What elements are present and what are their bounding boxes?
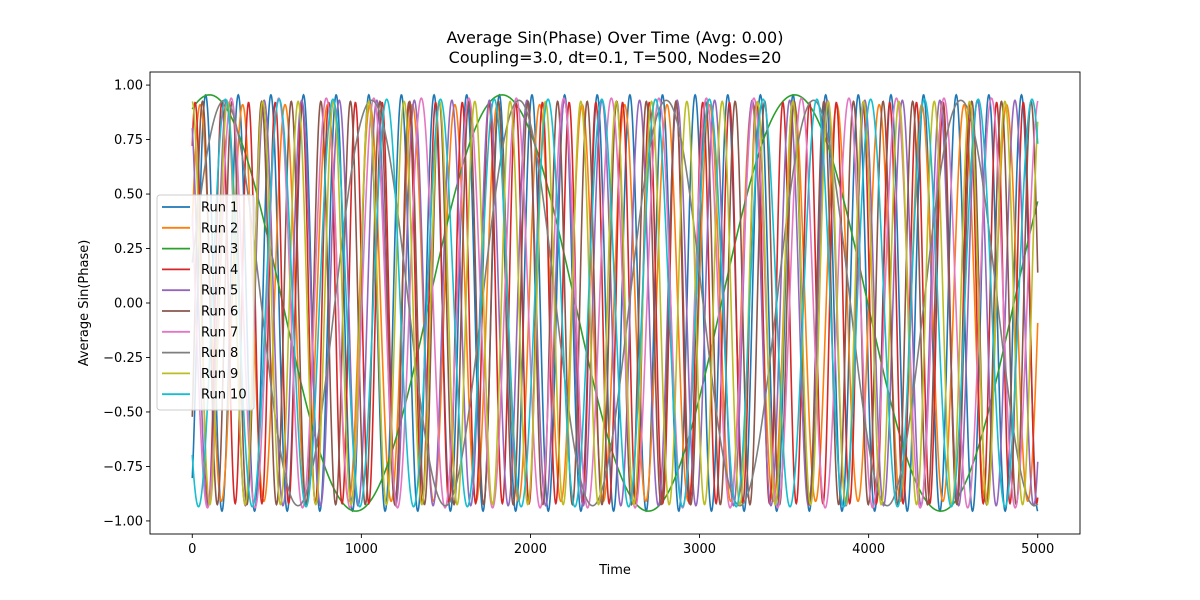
x-tick-label: 4000 (852, 542, 885, 557)
legend-label-run-4: Run 4 (201, 263, 238, 278)
y-tick-label: −0.75 (103, 460, 143, 475)
plot-area (149, 71, 1081, 535)
y-tick-label: 1.00 (114, 79, 143, 94)
series-line-run-8 (191, 99, 1039, 507)
x-tick-label: 3000 (683, 542, 716, 557)
legend-label-run-7: Run 7 (201, 325, 238, 340)
y-tick-label: 0.75 (114, 133, 143, 148)
x-tick-label: 0 (188, 542, 196, 557)
legend-label-run-9: Run 9 (201, 367, 238, 382)
x-tick-label: 2000 (514, 542, 547, 557)
y-tick-label: −0.25 (103, 351, 143, 366)
y-axis-label: Average Sin(Phase) (77, 240, 92, 367)
y-tick-label: 0.00 (114, 297, 143, 312)
chart-subtitle: Coupling=3.0, dt=0.1, T=500, Nodes=20 (449, 48, 782, 67)
y-tick-label: 0.50 (114, 188, 143, 203)
legend-label-run-5: Run 5 (201, 284, 238, 299)
y-axis: −1.00 −0.75 −0.50 −0.25 0.00 0.25 0.50 0.75 1.00 (103, 79, 150, 529)
legend-label-run-6: Run 6 (201, 305, 238, 320)
x-axis: 0 1000 2000 3000 4000 5000 (188, 534, 1054, 557)
legend-label-run-8: Run 8 (201, 346, 238, 361)
y-tick-label: 0.25 (114, 242, 143, 257)
legend-label-run-3: Run 3 (201, 242, 238, 257)
series-line-run-9 (191, 100, 1039, 506)
series-line-run-10 (191, 98, 1039, 508)
y-tick-label: −1.00 (103, 514, 143, 529)
chart-title: Average Sin(Phase) Over Time (Avg: 0.00) (447, 28, 784, 47)
legend-label-run-2: Run 2 (201, 221, 238, 236)
legend-label-run-1: Run 1 (201, 201, 238, 216)
y-tick-label: −0.50 (103, 405, 143, 420)
x-tick-label: 5000 (1021, 542, 1054, 557)
legend-label-run-10: Run 10 (201, 388, 247, 403)
x-tick-label: 1000 (345, 542, 378, 557)
series-line-run-7 (191, 97, 1039, 509)
series-group (191, 93, 1039, 513)
x-axis-label: Time (598, 563, 631, 578)
legend: Run 1 Run 2 Run 3 Run 4 Run 5 Run 6 Run 7 Run 8… (156, 194, 255, 411)
series-line-run-1 (191, 93, 1039, 513)
